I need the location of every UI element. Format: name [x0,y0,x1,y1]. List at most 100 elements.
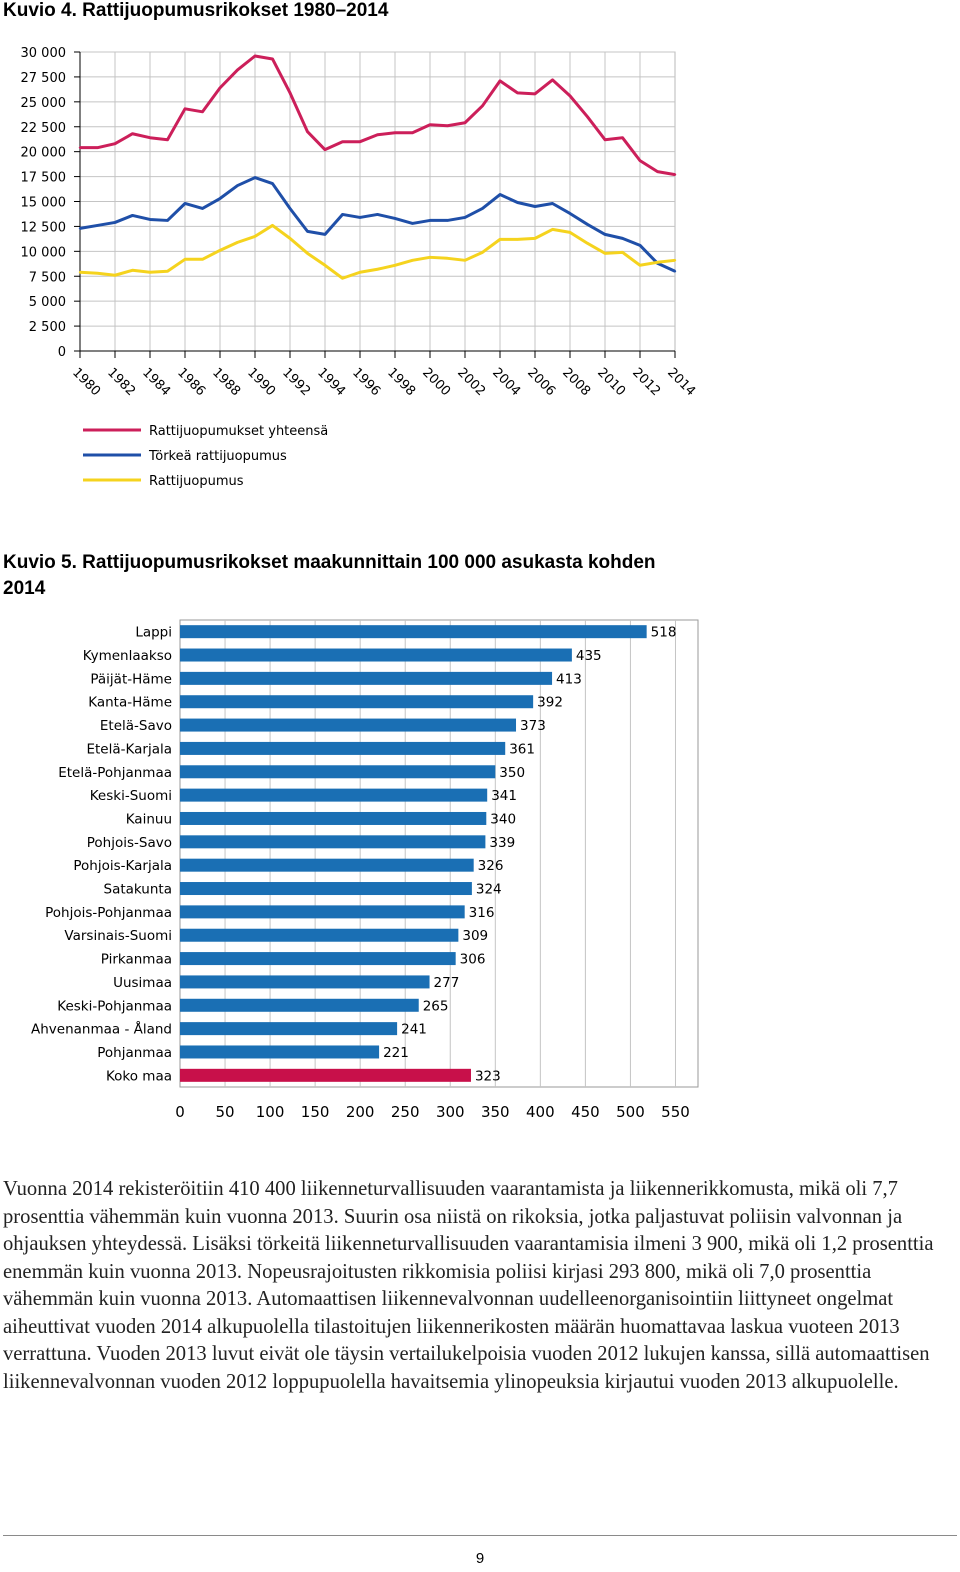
bar [180,882,472,896]
x-tick-label: 1990 [244,365,278,399]
y-tick-label: 27 500 [21,71,67,86]
data-point [131,269,134,272]
value-label: 241 [401,1022,427,1038]
x-tick-label: 2000 [419,365,453,399]
figure4-heading: Kuvio 4. Rattijuopumusrikokset 1980–2014 [3,0,389,21]
data-point [428,256,432,259]
y-tick-label: 10 000 [21,245,67,260]
x-tick-label: 1982 [104,365,138,399]
data-point [656,170,659,173]
y-tick-label: 30 000 [21,46,67,61]
category-label: Pirkanmaa [101,952,172,968]
category-label: Kanta-Häme [88,695,172,711]
value-label: 323 [475,1068,501,1084]
data-point [638,244,642,247]
category-label: Pohjois-Pohjanmaa [45,905,172,921]
data-point [393,264,397,267]
x-tick-label: 0 [175,1103,185,1121]
data-point [516,238,519,241]
data-point [533,205,537,208]
legend-label: Rattijuopumus [149,474,244,489]
x-tick-label: 450 [571,1103,600,1121]
data-point [341,140,344,143]
data-point [411,222,414,225]
legend-label: Rattijuopumukset yhteensä [149,424,328,439]
bar [180,648,572,662]
data-point [271,182,274,185]
data-point [236,184,239,187]
data-point [376,133,379,136]
data-point [428,219,432,222]
data-point [341,277,344,280]
data-point [96,272,99,275]
plot-area [179,619,699,1088]
data-point [656,261,659,264]
data-point [201,207,204,210]
y-tick-label: 0 [58,345,66,360]
data-point [271,57,274,61]
x-tick-label: 2006 [524,365,558,399]
bar [180,695,534,709]
data-point [551,228,554,231]
x-tick-label: 1980 [69,365,103,399]
category-label: Päijät-Häme [90,671,172,687]
value-label: 435 [576,648,602,664]
data-point [621,136,624,139]
value-label: 265 [423,998,449,1014]
value-label: 339 [489,835,515,851]
x-tick-label: 50 [215,1103,234,1121]
y-tick-label: 25 000 [21,96,67,111]
category-label: Etelä-Pohjanmaa [58,765,172,781]
category-label: Uusimaa [113,975,172,991]
data-point [446,124,449,127]
data-point [463,216,467,219]
data-point [236,241,239,244]
data-point [498,79,502,83]
data-point [603,138,607,141]
data-point [393,131,397,134]
data-point [673,259,677,262]
x-tick-label: 2012 [629,365,663,399]
x-tick-label: 2008 [559,365,593,399]
data-point [603,252,607,255]
data-point [166,219,169,222]
y-tick-label: 7 500 [29,270,66,285]
category-label: Ahvenanmaa - Åland [31,1021,172,1038]
data-point [358,140,362,143]
line-chart: 0 2 500 5 000 7 500 10 000 12 500 15 000 17 500… [21,46,699,489]
data-point [253,235,257,238]
category-label: Pohjanmaa [97,1045,172,1061]
data-point [411,259,414,262]
body-paragraph: Vuonna 2014 rekisteröitiin 410 400 liike… [3,1178,934,1393]
data-point [201,110,204,114]
y-tick-label: 15 000 [21,196,67,211]
bar [180,625,647,639]
data-point [673,270,677,273]
data-point [113,221,117,224]
data-point [393,217,397,220]
data-point [586,223,589,226]
data-point [568,231,572,234]
data-point [96,224,99,227]
x-tick-label: 400 [526,1103,555,1121]
x-tick-label: 500 [616,1103,645,1121]
data-point [463,121,467,124]
data-point [166,270,169,273]
x-tick-label: 2004 [489,365,523,399]
data-point [288,237,292,240]
x-tick-label: 350 [481,1103,510,1121]
bar [180,1068,471,1082]
data-point [586,115,589,118]
value-label: 518 [651,625,677,641]
x-tick-label: 100 [256,1103,285,1121]
value-label: 316 [469,905,495,921]
data-point [621,251,624,254]
data-point [323,264,327,267]
category-label: Etelä-Karjala [86,741,172,757]
y-tick-label: 22 500 [21,121,67,136]
value-label: 324 [476,882,502,898]
bar [180,788,488,802]
data-point [78,227,82,230]
bar [180,671,553,685]
bar [180,858,474,872]
